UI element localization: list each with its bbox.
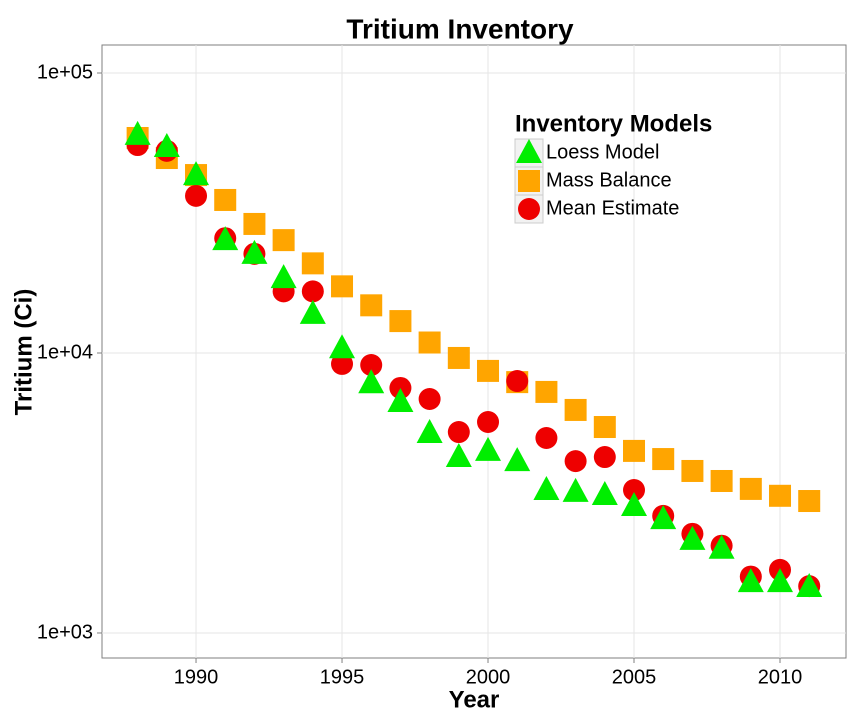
marks bbox=[124, 120, 823, 598]
triangle-point bbox=[387, 388, 414, 413]
square-point bbox=[535, 380, 558, 403]
square-point bbox=[681, 459, 704, 482]
y-tick-label: 1e+04 bbox=[37, 341, 93, 363]
square-point bbox=[331, 275, 354, 298]
triangle-point bbox=[533, 476, 560, 501]
square-point bbox=[360, 294, 383, 317]
triangle-point bbox=[124, 120, 151, 145]
legend-label: Loess Model bbox=[546, 141, 659, 163]
legend-label: Mass Balance bbox=[546, 169, 672, 191]
triangle-point bbox=[270, 264, 297, 289]
triangle-point bbox=[504, 447, 531, 472]
square-point bbox=[710, 469, 733, 492]
triangle-point bbox=[562, 477, 589, 502]
circle-point bbox=[185, 184, 208, 207]
triangle-point bbox=[621, 492, 648, 517]
circle-point bbox=[535, 427, 558, 450]
triangle-point bbox=[299, 299, 326, 324]
square-point bbox=[593, 416, 616, 439]
y-tick-label: 1e+05 bbox=[37, 61, 93, 83]
square-point bbox=[623, 439, 646, 462]
triangle-point bbox=[516, 139, 542, 163]
y-axis-label: Tritium (Ci) bbox=[10, 289, 37, 416]
square-point bbox=[389, 310, 412, 333]
triangle-point bbox=[796, 572, 823, 597]
square-point bbox=[272, 229, 295, 252]
triangle-point bbox=[329, 334, 356, 359]
legend-label: Mean Estimate bbox=[546, 197, 679, 219]
x-tick-label: 1990 bbox=[174, 666, 219, 688]
square-point bbox=[214, 188, 237, 211]
triangle-point bbox=[183, 161, 210, 186]
circle-point bbox=[564, 450, 587, 473]
legend-title: Inventory Models bbox=[515, 110, 712, 137]
grid bbox=[102, 45, 846, 658]
triangle-point bbox=[416, 418, 443, 443]
x-tick-label: 2010 bbox=[758, 666, 803, 688]
triangle-point bbox=[241, 239, 268, 264]
square-point bbox=[447, 346, 470, 369]
triangle-point bbox=[767, 568, 794, 593]
square-point bbox=[739, 477, 762, 500]
square-point bbox=[518, 170, 540, 192]
plot-panel bbox=[101, 44, 847, 659]
y-tick-label: 1e+03 bbox=[37, 621, 93, 643]
square-point bbox=[564, 398, 587, 421]
square-point bbox=[798, 490, 821, 513]
circle-point bbox=[506, 370, 529, 393]
circle-point bbox=[331, 352, 354, 375]
circle-point bbox=[623, 479, 646, 502]
circle-point bbox=[389, 376, 412, 399]
square-point bbox=[418, 331, 441, 354]
triangle-point bbox=[475, 436, 502, 461]
circle-point bbox=[360, 353, 383, 376]
circle-point bbox=[477, 410, 500, 433]
x-tick-label: 1995 bbox=[320, 666, 365, 688]
triangle-point bbox=[679, 525, 706, 550]
circle-point bbox=[418, 387, 441, 410]
square-point bbox=[652, 448, 675, 471]
triangle-point bbox=[212, 226, 239, 251]
circle-point bbox=[301, 280, 324, 303]
x-tick-label: 2005 bbox=[612, 666, 657, 688]
triangle-point bbox=[358, 369, 385, 394]
square-point bbox=[769, 484, 792, 507]
circle-point bbox=[593, 446, 616, 469]
triangle-point bbox=[591, 481, 618, 506]
chart-title: Tritium Inventory bbox=[346, 13, 574, 44]
square-point bbox=[243, 212, 266, 235]
triangle-point bbox=[708, 534, 735, 559]
legend: Inventory Models Loess Model Mass Balance… bbox=[514, 110, 712, 224]
triangle-point bbox=[650, 505, 677, 530]
triangle-point bbox=[153, 133, 180, 158]
x-tick-label: 2000 bbox=[466, 666, 511, 688]
circle-point bbox=[447, 421, 470, 444]
x-axis-label: Year bbox=[449, 686, 500, 713]
square-point bbox=[301, 252, 324, 275]
triangle-point bbox=[445, 443, 472, 468]
square-point bbox=[477, 359, 500, 382]
circle-point bbox=[518, 198, 540, 220]
triangle-point bbox=[737, 568, 764, 593]
